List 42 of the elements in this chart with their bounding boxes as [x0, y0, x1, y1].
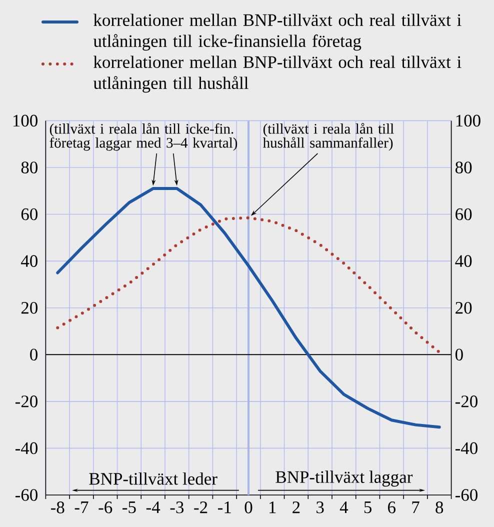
x-tick-label: -8	[50, 502, 64, 514]
y-tick-label: -60	[15, 489, 38, 501]
y2-tick-label: -60	[455, 489, 478, 501]
x-tick-label: 8	[436, 502, 444, 514]
annotation: (tillväxt i reala lån till hushåll sammanfaller)	[262, 123, 394, 151]
x-tick-label: 1	[270, 502, 276, 514]
y-tick-label: 0	[30, 348, 38, 361]
line-series	[56, 216, 441, 354]
x-tick-label: 3	[316, 502, 324, 514]
x-tick-label: -6	[98, 502, 112, 514]
x-tick-label: -7	[74, 502, 88, 513]
line-series	[56, 187, 441, 429]
annotation: BNP-tillväxt leder	[89, 472, 218, 485]
y2-tick-label: 80	[456, 162, 472, 174]
y2-tick-label: 20	[456, 302, 472, 314]
y2-tick-label: -40	[455, 442, 478, 454]
x-tick-label: 0	[244, 502, 252, 514]
y-tick-label: 100	[13, 114, 38, 127]
y2-tick-label: 60	[456, 208, 472, 220]
y2-tick-label: 40	[455, 255, 472, 267]
legend-label: korrelationer mellan BNP-tillväxt och real tillväxt i utlåningen till hushåll	[93, 56, 462, 93]
y-tick-label: 60	[21, 208, 38, 220]
x-tick-label: 7	[412, 502, 420, 513]
y2-tick-label: -20	[455, 396, 478, 408]
x-tick-label: -3	[170, 502, 184, 514]
y-tick-label: 20	[21, 302, 38, 314]
x-tick-label: 5	[364, 502, 372, 514]
x-tick-label: 6	[388, 502, 396, 514]
x-tick-label: -5	[122, 502, 136, 514]
y-tick-label: 80	[21, 162, 38, 174]
x-tick-label: -1	[218, 502, 231, 514]
x-tick-label: -2	[194, 502, 208, 514]
x-tick-label: 2	[292, 502, 300, 514]
annotation: (tillväxt i reala lån till icke-fin. företag laggar med 3–4 kvartal)	[50, 123, 238, 151]
y-tick-label: 40	[21, 255, 38, 267]
x-tick-label: 4	[340, 502, 348, 514]
y-tick-label: -20	[15, 396, 38, 408]
y-tick-label: -40	[15, 442, 38, 454]
y2-tick-label: 100	[456, 114, 480, 127]
annotation: BNP-tillväxt laggar	[276, 470, 413, 487]
x-tick-label: -4	[146, 502, 160, 514]
y2-tick-label: 0	[456, 348, 463, 361]
